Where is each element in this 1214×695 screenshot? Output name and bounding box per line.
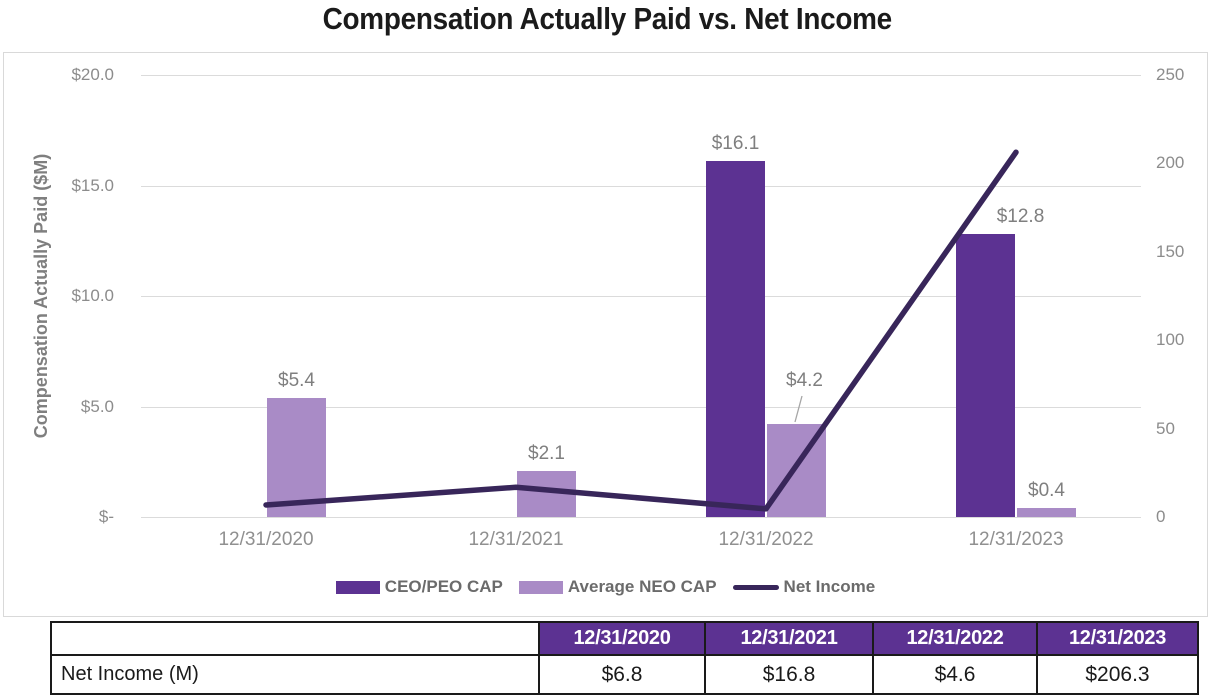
bar-data-label: $0.4	[1028, 480, 1065, 502]
legend: CEO/PEO CAP Average NEO CAP Net Income	[4, 577, 1207, 597]
left-axis-tick-label: $20.0	[71, 65, 114, 84]
chart-title: Compensation Actually Paid vs. Net Incom…	[0, 1, 1214, 37]
table-header-row: 12/31/2020 12/31/2021 12/31/2022 12/31/2023	[50, 621, 1199, 656]
chart-area: Compensation Actually Paid ($M) $20.0 $15…	[3, 52, 1208, 617]
bar-data-label: $4.2	[786, 370, 823, 392]
net-income-table-wrap: 12/31/2020 12/31/2021 12/31/2022 12/31/2023…	[50, 621, 1199, 695]
right-axis-tick-label: 0	[1156, 507, 1166, 526]
right-axis-tick-label: 250	[1156, 65, 1185, 84]
bar-data-label: $5.4	[278, 369, 315, 391]
data-label-leader-line	[794, 395, 803, 423]
legend-item: Average NEO CAP	[518, 577, 717, 597]
gridline	[141, 75, 1141, 76]
left-axis-tick-label: $5.0	[80, 396, 114, 416]
bar-average-neo-cap	[267, 397, 326, 517]
bar-average-neo-cap	[517, 470, 576, 517]
gridline	[141, 517, 1141, 518]
bar-data-label: $12.8	[996, 206, 1045, 228]
left-axis-tick-label: $15.0	[71, 175, 114, 195]
legend-line-swatch	[732, 584, 779, 590]
legend-label: Net Income	[783, 577, 876, 596]
table-value-cell: $16.8	[704, 654, 874, 695]
table-row: Net Income (M) $6.8 $16.8 $4.6 $206.3	[50, 654, 1199, 695]
chart-title-text: Compensation Actually Paid vs. Net Incom…	[322, 1, 892, 36]
legend-item: CEO/PEO CAP	[335, 577, 503, 597]
right-axis-tick-label: 150	[1156, 241, 1185, 261]
table-header-cell: 12/31/2022	[872, 621, 1038, 656]
bar-average-neo-cap	[767, 424, 826, 517]
table-header-cell: 12/31/2023	[1036, 621, 1199, 656]
bar-data-label: $16.1	[711, 133, 760, 155]
x-axis-label: 12/31/2023	[968, 529, 1064, 550]
bar-ceo-peo-cap	[956, 234, 1015, 517]
table-row-label: Net Income (M)	[50, 654, 540, 695]
table-corner-cell	[50, 621, 540, 656]
table-value-cell: $4.6	[872, 654, 1038, 695]
table-header-cell: 12/31/2021	[704, 621, 874, 656]
table-value-cell: $206.3	[1036, 654, 1199, 695]
x-axis-label: 12/31/2020	[218, 529, 314, 550]
legend-item: Net Income	[732, 577, 876, 597]
legend-label: Average NEO CAP	[567, 577, 717, 596]
right-axis-tick-label: 200	[1156, 153, 1185, 173]
gridline	[141, 185, 1141, 187]
table-header-cell: 12/31/2020	[538, 621, 706, 656]
table-value-cell: $6.8	[538, 654, 706, 695]
legend-bar-swatch	[335, 580, 380, 594]
net-income-line	[263, 149, 1019, 512]
left-axis-tick-label: $-	[98, 507, 114, 526]
legend-label: CEO/PEO CAP	[384, 577, 503, 596]
bar-average-neo-cap	[1017, 508, 1076, 517]
legend-bar-swatch	[518, 580, 563, 594]
x-axis-label: 12/31/2021	[468, 529, 564, 550]
right-axis-tick-label: 100	[1156, 330, 1185, 350]
x-axis-label: 12/31/2022	[718, 529, 814, 550]
net-income-table: 12/31/2020 12/31/2021 12/31/2022 12/31/2023…	[50, 621, 1199, 695]
right-axis-tick-label: 50	[1156, 418, 1175, 438]
bar-ceo-peo-cap	[706, 161, 765, 517]
bar-data-label: $2.1	[528, 442, 565, 464]
left-axis-tick-label: $10.0	[71, 286, 114, 305]
